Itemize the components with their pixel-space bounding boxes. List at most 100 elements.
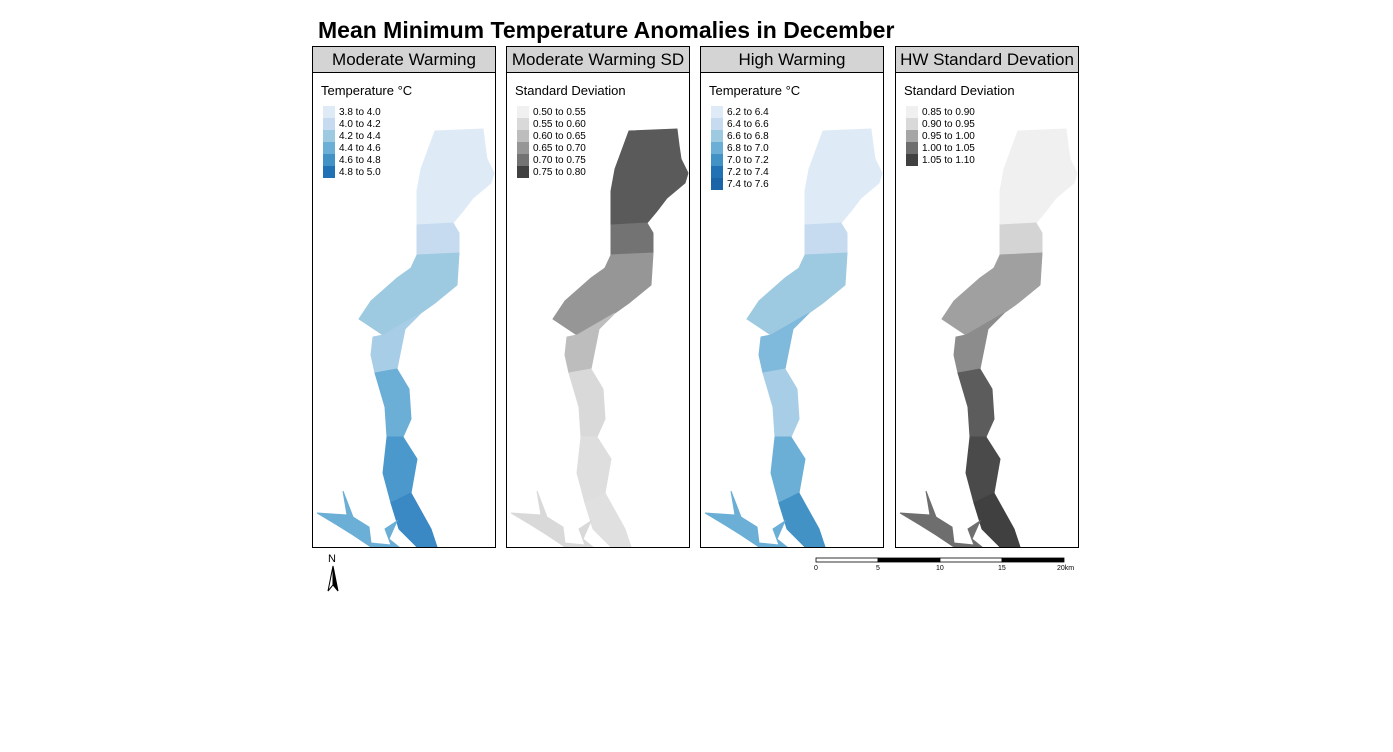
legend-item: 0.65 to 0.70 <box>517 142 586 154</box>
legend-label: 0.65 to 0.70 <box>533 142 586 154</box>
legend-label: 3.8 to 4.0 <box>339 106 381 118</box>
legend-title: Temperature °C <box>321 83 413 98</box>
legend-item: 6.4 to 6.6 <box>711 118 769 130</box>
river-zone <box>999 222 1043 256</box>
river-zone <box>762 368 800 438</box>
legend-swatch <box>906 154 918 166</box>
river-map <box>510 128 689 547</box>
river-zone <box>804 222 848 256</box>
legend-swatch <box>906 130 918 142</box>
river-zone <box>374 368 412 438</box>
panel-header: HW Standard Devation <box>896 47 1078 73</box>
legend-label: 4.2 to 4.4 <box>339 130 381 142</box>
legend-swatch <box>906 142 918 154</box>
river-zone <box>965 436 1001 504</box>
legend-item: 4.8 to 5.0 <box>323 166 381 178</box>
river-zone <box>973 492 1021 547</box>
legend-title: Temperature °C <box>709 83 801 98</box>
scale-label-5: 5 <box>876 565 880 572</box>
river-zone <box>957 368 995 438</box>
legend-swatch <box>906 118 918 130</box>
legend-swatch <box>323 106 335 118</box>
legend-swatch <box>517 130 529 142</box>
legend-swatch <box>517 118 529 130</box>
panel-header: Moderate Warming <box>313 47 495 73</box>
river-zone <box>416 128 495 226</box>
river-zone <box>899 490 983 547</box>
scale-bar: 0 5 10 15 20km <box>814 557 1074 572</box>
river-zone <box>704 490 788 547</box>
legend-label: 7.0 to 7.2 <box>727 154 769 166</box>
legend-label: 4.0 to 4.2 <box>339 118 381 130</box>
legend-item: 6.6 to 6.8 <box>711 130 769 142</box>
legend-swatch <box>517 166 529 178</box>
river-zone <box>610 222 654 256</box>
legend-title: Standard Deviation <box>904 83 1015 98</box>
map-title: Mean Minimum Temperature Anomalies in De… <box>318 17 895 43</box>
river-zone <box>390 492 438 547</box>
legend-label: 4.6 to 4.8 <box>339 154 381 166</box>
scale-label-15: 15 <box>998 565 1006 572</box>
legend: 6.2 to 6.4 6.4 to 6.6 6.6 to 6.8 6.8 to 7.0… <box>711 106 769 190</box>
legend-label: 4.4 to 4.6 <box>339 142 381 154</box>
river-zone <box>804 128 883 226</box>
river-zone <box>568 368 606 438</box>
legend-item: 7.2 to 7.4 <box>711 166 769 178</box>
legend-swatch <box>711 142 723 154</box>
legend-label: 0.50 to 0.55 <box>533 106 586 118</box>
legend-label: 0.60 to 0.65 <box>533 130 586 142</box>
river-zone <box>778 492 826 547</box>
legend-swatch <box>323 142 335 154</box>
river-zone <box>510 490 594 547</box>
legend-label: 0.70 to 0.75 <box>533 154 586 166</box>
legend-swatch <box>517 106 529 118</box>
legend-label: 6.8 to 7.0 <box>727 142 769 154</box>
legend-item: 4.4 to 4.6 <box>323 142 381 154</box>
legend-item: 6.8 to 7.0 <box>711 142 769 154</box>
legend-item: 0.95 to 1.00 <box>906 130 975 142</box>
legend-label: 7.2 to 7.4 <box>727 166 769 178</box>
legend-item: 4.0 to 4.2 <box>323 118 381 130</box>
panel-high-warming: High Warming Temperature °C 6.2 to 6.4 6.… <box>700 46 884 548</box>
panel-header: High Warming <box>701 47 883 73</box>
legend-swatch <box>711 154 723 166</box>
legend-item: 4.6 to 4.8 <box>323 154 381 166</box>
legend: 0.85 to 0.90 0.90 to 0.95 0.95 to 1.00 1.00… <box>906 106 975 166</box>
legend-item: 7.4 to 7.6 <box>711 178 769 190</box>
panel-moderate-warming-sd: Moderate Warming SD Standard Deviation 0… <box>506 46 690 548</box>
panel-moderate-warming: Moderate Warming Temperature °C 3.8 to 4… <box>312 46 496 548</box>
legend-label: 4.8 to 5.0 <box>339 166 381 178</box>
river-zone <box>416 222 460 256</box>
legend-swatch <box>323 118 335 130</box>
legend-item: 3.8 to 4.0 <box>323 106 381 118</box>
river-map <box>899 128 1078 547</box>
legend-swatch <box>711 106 723 118</box>
river-zone <box>316 490 400 547</box>
legend-swatch <box>711 130 723 142</box>
legend-label: 1.05 to 1.10 <box>922 154 975 166</box>
north-arrow-icon: N <box>327 553 339 592</box>
legend-item: 0.75 to 0.80 <box>517 166 586 178</box>
legend-swatch <box>517 154 529 166</box>
legend-label: 6.2 to 6.4 <box>727 106 769 118</box>
legend-item: 0.50 to 0.55 <box>517 106 586 118</box>
legend-label: 7.4 to 7.6 <box>727 178 769 190</box>
legend-swatch <box>323 154 335 166</box>
legend-item: 1.05 to 1.10 <box>906 154 975 166</box>
legend-label: 0.90 to 0.95 <box>922 118 975 130</box>
legend-swatch <box>323 166 335 178</box>
scale-label-20km: 20km <box>1057 565 1074 572</box>
legend-swatch <box>517 142 529 154</box>
legend-item: 4.2 to 4.4 <box>323 130 381 142</box>
legend: 3.8 to 4.0 4.0 to 4.2 4.2 to 4.4 4.4 to 4.6… <box>323 106 381 178</box>
scale-label-0: 0 <box>814 565 818 572</box>
legend-label: 0.85 to 0.90 <box>922 106 975 118</box>
legend-swatch <box>906 106 918 118</box>
legend-item: 1.00 to 1.05 <box>906 142 975 154</box>
legend-title: Standard Deviation <box>515 83 626 98</box>
legend-swatch <box>711 178 723 190</box>
river-map <box>316 128 495 547</box>
legend: 0.50 to 0.55 0.55 to 0.60 0.60 to 0.65 0.65… <box>517 106 586 178</box>
north-label: N <box>328 553 336 565</box>
legend-item: 0.85 to 0.90 <box>906 106 975 118</box>
